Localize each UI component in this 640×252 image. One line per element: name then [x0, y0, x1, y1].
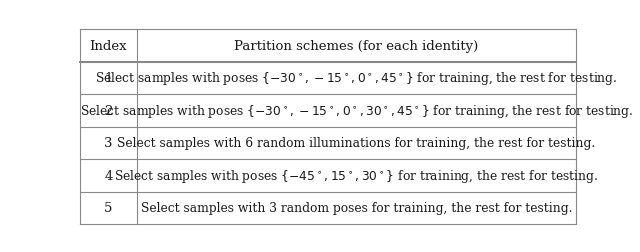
Text: 4: 4 — [104, 169, 113, 182]
Text: 5: 5 — [104, 202, 113, 214]
Text: Select samples with 3 random poses for training, the rest for testing.: Select samples with 3 random poses for t… — [141, 202, 572, 214]
Text: Index: Index — [90, 40, 127, 53]
Text: 3: 3 — [104, 137, 113, 150]
Text: Select samples with 6 random illuminations for training, the rest for testing.: Select samples with 6 random illuminatio… — [117, 137, 596, 150]
Text: Select samples with poses $\{-30^\circ, -15^\circ, 0^\circ, 30^\circ, 45^\circ\}: Select samples with poses $\{-30^\circ, … — [80, 102, 633, 119]
Text: Select samples with poses $\{-30^\circ, -15^\circ, 0^\circ, 45^\circ\}$ for trai: Select samples with poses $\{-30^\circ, … — [95, 70, 618, 87]
Text: 2: 2 — [104, 104, 113, 117]
Text: Partition schemes (for each identity): Partition schemes (for each identity) — [234, 40, 479, 53]
Text: Select samples with poses $\{-45^\circ, 15^\circ, 30^\circ\}$ for training, the : Select samples with poses $\{-45^\circ, … — [115, 167, 598, 184]
Text: 1: 1 — [104, 72, 113, 85]
